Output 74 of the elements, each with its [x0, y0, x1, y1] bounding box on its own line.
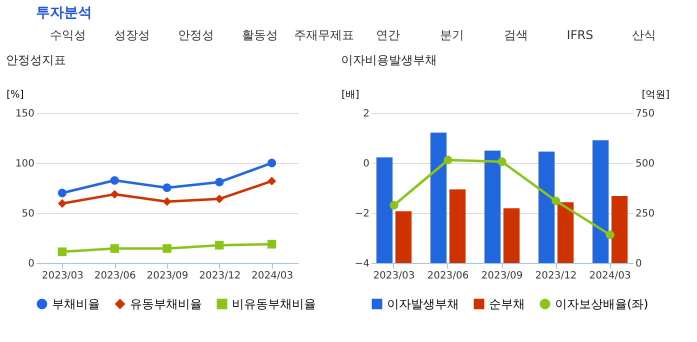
- legend-label: 유동부채비율: [130, 297, 202, 311]
- point: [162, 197, 172, 206]
- text: 산식: [632, 28, 656, 42]
- text: 이자발생부채: [387, 297, 459, 311]
- y-tick-label: 100: [15, 158, 34, 170]
- y-axis-title: [배]: [342, 90, 360, 100]
- legend-label: 순부채: [489, 297, 525, 311]
- point: [552, 196, 560, 206]
- point: [215, 178, 224, 186]
- point: [162, 244, 172, 253]
- point: [606, 230, 614, 240]
- text: IFRS: [566, 28, 594, 42]
- point: [444, 156, 452, 164]
- x-tick-label: 2023/09: [146, 270, 188, 282]
- text: 검색: [504, 28, 528, 42]
- point: [58, 199, 67, 208]
- y2-axis-title: [억원]: [642, 90, 670, 100]
- chart-title: 안정성지표: [6, 53, 66, 67]
- legend-label: 이자보상배율(좌): [555, 297, 648, 311]
- y-tick-label: −2: [354, 208, 370, 220]
- x-tick-label: 2024/03: [252, 270, 294, 282]
- y2-tick-label: 750: [636, 108, 655, 120]
- y2-tick-label: 0: [636, 258, 642, 270]
- legend-label: 비유동부채비율: [232, 297, 316, 311]
- bar: [611, 196, 628, 263]
- text: 분기: [440, 28, 464, 42]
- chart-title: 이자비용발생부채: [341, 53, 437, 67]
- text: 안정성: [178, 28, 214, 42]
- x-tick-label: 2023/03: [42, 270, 84, 282]
- bar: [430, 132, 447, 263]
- point: [267, 158, 276, 168]
- x-tick-label: 2023/03: [373, 270, 415, 282]
- text: 투자분석: [36, 5, 92, 21]
- point: [110, 190, 119, 199]
- bar: [484, 150, 501, 263]
- bar: [503, 208, 520, 263]
- bar: [592, 140, 609, 263]
- y-tick-label: 2: [363, 108, 370, 120]
- y-tick-label: 150: [15, 108, 34, 120]
- y-tick-label: 0: [363, 158, 370, 170]
- bar: [557, 202, 574, 263]
- point: [215, 240, 224, 250]
- text: 활동성: [242, 28, 278, 42]
- point: [58, 188, 67, 198]
- x-tick-label: 2023/06: [94, 270, 136, 282]
- bar: [538, 152, 555, 263]
- bar: [449, 189, 466, 263]
- x-tick-label: 2023/09: [481, 270, 523, 282]
- legend-label: 부채비율: [52, 297, 100, 311]
- text: 주재무제표: [294, 28, 354, 42]
- text: 성장성: [114, 28, 150, 42]
- y-tick-label: −4: [354, 258, 370, 270]
- y-axis-title: [%]: [6, 90, 24, 100]
- point: [390, 200, 398, 210]
- point: [110, 176, 119, 185]
- point: [498, 157, 506, 166]
- point: [110, 244, 119, 253]
- x-tick-label: 2024/03: [589, 270, 631, 282]
- bar: [376, 157, 393, 263]
- point: [162, 183, 172, 192]
- y2-tick-label: 250: [636, 208, 655, 220]
- x-tick-label: 2023/12: [199, 270, 241, 282]
- y2-tick-label: 500: [636, 158, 655, 170]
- x-tick-label: 2023/12: [535, 270, 577, 282]
- bar: [395, 211, 412, 263]
- point: [58, 247, 67, 256]
- text: 수익성: [50, 28, 86, 42]
- text: 연간: [376, 28, 400, 42]
- point: [215, 194, 224, 204]
- point: [267, 176, 276, 186]
- y-tick-label: 50: [22, 208, 34, 220]
- point: [267, 240, 276, 249]
- y-tick-label: 0: [28, 258, 34, 270]
- x-tick-label: 2023/06: [427, 270, 469, 282]
